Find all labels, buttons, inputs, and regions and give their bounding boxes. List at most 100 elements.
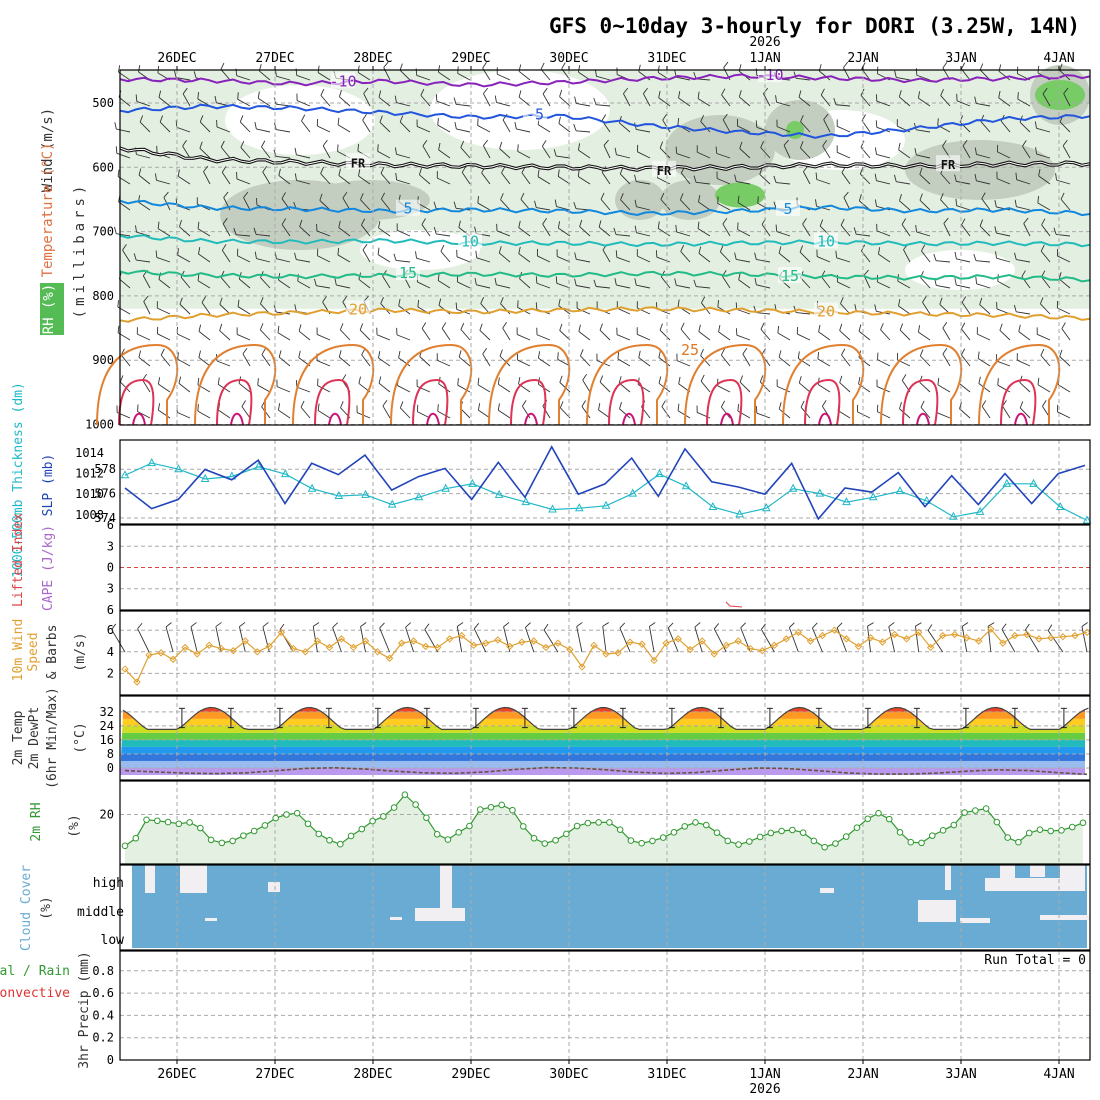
- rh2m-marker: [939, 827, 947, 834]
- wind-barb: [775, 95, 777, 103]
- wind-barb: [316, 230, 331, 237]
- date-label-top: 4JAN: [1043, 51, 1074, 66]
- wind-barb: [818, 324, 821, 332]
- wind-barb: [559, 323, 563, 331]
- wind-barb: [955, 198, 958, 206]
- wind-barb: [193, 71, 197, 79]
- wind-barb: [899, 401, 902, 409]
- wind-barb: [778, 356, 791, 367]
- rh2m-marker: [358, 825, 366, 833]
- wind-barb: [1019, 121, 1031, 133]
- wind-barb: [396, 334, 411, 341]
- thickness-marker: [521, 497, 531, 506]
- wind-barb: [238, 382, 251, 393]
- wind-barb: [899, 200, 911, 211]
- wind10-marker: [951, 630, 959, 639]
- wind-barb: [361, 348, 366, 356]
- precip-tick-label: 0.8: [92, 964, 114, 978]
- wind-barb: [716, 153, 731, 159]
- wind-barb: [736, 181, 751, 185]
- wind-barb: [757, 196, 759, 204]
- wind-barb: [677, 117, 680, 126]
- wind-barb: [616, 334, 631, 341]
- wind-barb: [636, 181, 651, 185]
- date-label-top: 28DEC: [353, 51, 392, 66]
- rh2m-marker: [261, 822, 269, 829]
- rh2m-marker: [702, 821, 710, 829]
- wind10-barb: [379, 622, 385, 629]
- wind-barb: [776, 126, 791, 133]
- wind-barb: [260, 297, 264, 304]
- wind-barb: [281, 192, 286, 199]
- date-label-bottom: 27DEC: [255, 1067, 294, 1082]
- wind10-marker: [494, 636, 502, 644]
- wind-barb: [242, 353, 251, 367]
- wind-barb: [1041, 276, 1051, 289]
- wind-barb: [594, 69, 597, 77]
- wind-barb: [618, 376, 622, 384]
- wind-barb: [959, 121, 971, 133]
- wind-barb: [916, 154, 931, 159]
- rh2m-marker: [982, 805, 990, 812]
- wind10-barb: [239, 626, 246, 653]
- wind-barb: [961, 302, 971, 315]
- wind-barb: [760, 147, 771, 159]
- wind10-marker: [133, 678, 141, 686]
- isotherm-15: [119, 269, 1091, 283]
- wind-barb: [940, 173, 951, 185]
- rh2m-marker: [735, 841, 742, 848]
- temp-band: [120, 725, 1085, 733]
- wind-barb: [142, 379, 151, 393]
- wind-barb: [438, 71, 451, 81]
- wind10-barb: [619, 627, 631, 653]
- wind-barb: [440, 251, 451, 263]
- isotherm-35-tip: [1014, 412, 1028, 426]
- cloud-clear-cell: [390, 917, 402, 920]
- wind-label: Wind (m/s): [40, 108, 56, 192]
- wind-barb: [115, 146, 118, 154]
- wind-barb: [603, 145, 611, 159]
- wind-barb: [176, 77, 191, 81]
- wind-barb: [839, 323, 843, 331]
- wind10-marker: [361, 637, 370, 645]
- wind-barb: [755, 120, 758, 128]
- wind-barb: [158, 90, 162, 98]
- wind-barb: [700, 114, 705, 122]
- wind-barb: [596, 286, 611, 289]
- wind10-label-c: & Barbs: [45, 625, 60, 680]
- wind-barb: [494, 95, 497, 103]
- wind-barb: [658, 350, 661, 358]
- wind-barb: [197, 280, 211, 289]
- wind-barb: [460, 140, 465, 148]
- wind-barb: [959, 408, 971, 419]
- wind10-marker: [193, 650, 201, 658]
- wind10-marker: [975, 637, 983, 645]
- lifted-index-label: Lifted Index: [11, 513, 26, 607]
- rh2m-marker: [972, 807, 979, 814]
- wind-barb: [778, 252, 791, 263]
- wind-barb: [555, 276, 558, 284]
- date-label-bottom: 3JAN: [945, 1067, 976, 1082]
- wind-barb: [634, 278, 637, 286]
- wind-barb: [518, 96, 531, 107]
- temp-tick-label: 0: [107, 761, 114, 775]
- wind-barb: [476, 257, 491, 263]
- wind-barb: [937, 377, 940, 385]
- wind-barb: [337, 247, 340, 255]
- wind-barb: [940, 193, 944, 200]
- wind-barb: [157, 221, 160, 229]
- isotherm-label-bg: [396, 199, 420, 216]
- wind-barb: [720, 354, 731, 367]
- thickness-marker: [494, 489, 504, 498]
- wind-barb: [739, 141, 743, 149]
- wind-barb: [680, 328, 691, 341]
- wind-barb: [817, 351, 820, 360]
- wind-barb: [920, 277, 931, 289]
- wind-barb: [379, 115, 383, 123]
- wind10-barb: [111, 623, 117, 630]
- wind-barb: [921, 250, 931, 263]
- wind-barb: [558, 123, 571, 133]
- wind-barb: [518, 220, 521, 228]
- wind-barb: [534, 200, 537, 208]
